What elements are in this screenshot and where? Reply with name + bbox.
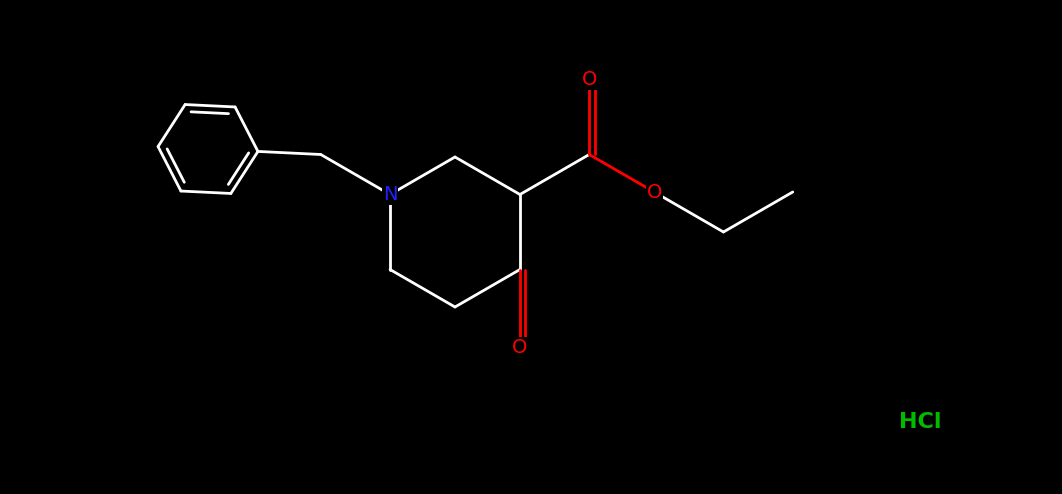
Text: HCl: HCl: [898, 412, 941, 432]
Text: O: O: [647, 182, 662, 202]
Text: O: O: [512, 338, 528, 357]
Text: N: N: [382, 185, 397, 204]
Text: O: O: [582, 70, 597, 89]
